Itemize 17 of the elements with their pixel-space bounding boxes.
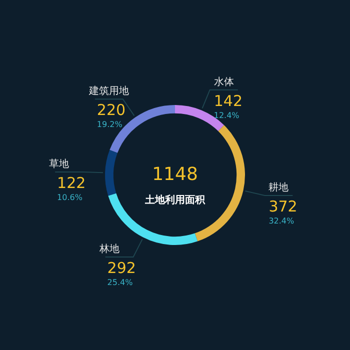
data-label: 122 <box>57 174 86 192</box>
slice-label: 水体 <box>214 76 234 88</box>
data-label: 372 <box>268 197 298 216</box>
text: 1148 <box>152 164 198 185</box>
slice-label: 建筑用地 <box>88 85 129 98</box>
slice-label: 林地 <box>98 242 120 255</box>
data-label: 220 <box>96 101 126 120</box>
data-label: 292 <box>107 258 136 277</box>
text: 32.4% <box>268 216 294 226</box>
data-label: 142 <box>214 92 242 110</box>
text: 19.2% <box>96 120 122 130</box>
slice-label: 耕地 <box>268 181 289 194</box>
text: 土地利用面积 <box>144 194 206 206</box>
slice-label: 草地 <box>49 158 70 170</box>
text: 25.4% <box>107 278 133 287</box>
text: 12.4% <box>214 110 240 120</box>
text: 10.6% <box>57 192 82 202</box>
